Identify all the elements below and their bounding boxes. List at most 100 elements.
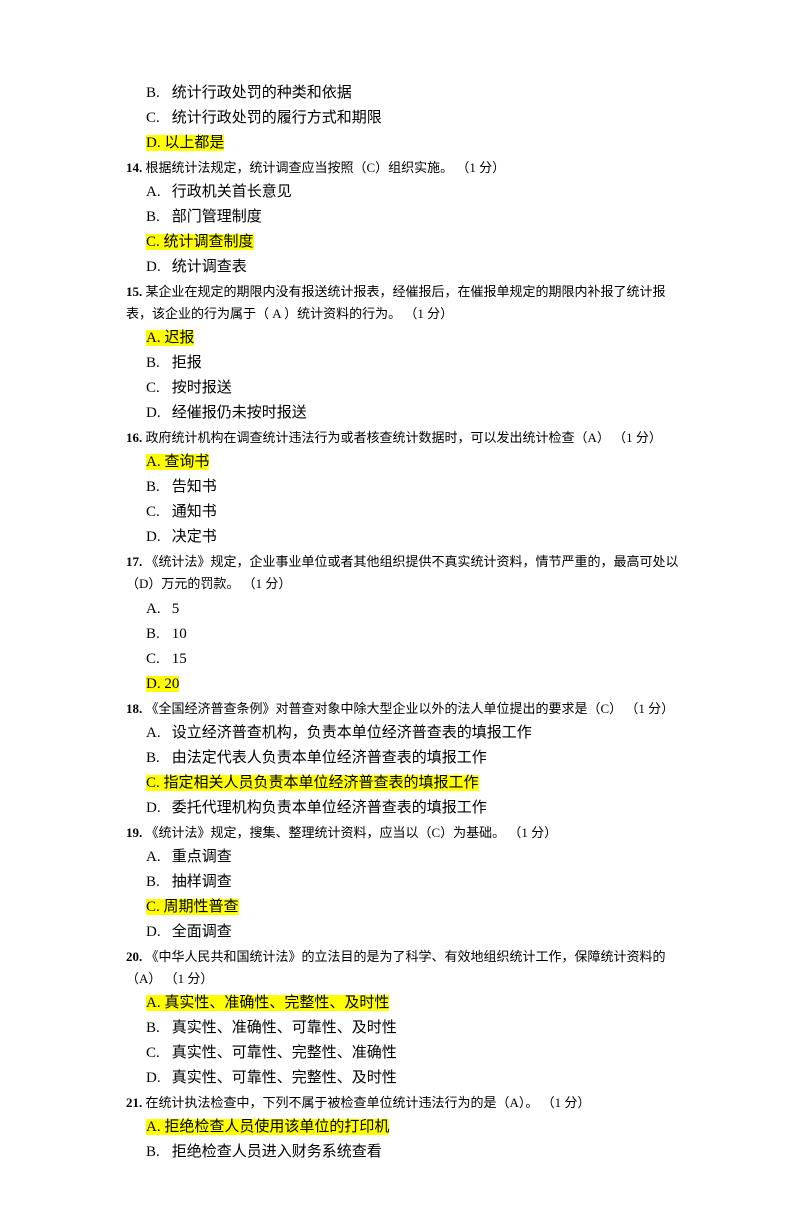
answer-option: C. 周期性普查 xyxy=(120,895,680,919)
answer-option: D. 全面调查 xyxy=(120,920,680,944)
answer-option: B. 真实性、准确性、可靠性、及时性 xyxy=(120,1016,680,1040)
answer-option: B. 部门管理制度 xyxy=(120,205,680,229)
question-text: 14. 根据统计法规定，统计调查应当按照（C）组织实施。 （1 分） xyxy=(120,157,680,179)
answer-option: B. 由法定代表人负责本单位经济普查表的填报工作 xyxy=(120,746,680,770)
exam-document: B. 统计行政处罚的种类和依据C. 统计行政处罚的履行方式和期限 D. 以上都是 1… xyxy=(120,81,680,1164)
option-letter: B. xyxy=(146,81,168,105)
question-text: 21. 在统计执法检查中，下列不属于被检查单位统计违法行为的是（A）。 （1 分… xyxy=(120,1092,680,1114)
question-text: 15. 某企业在规定的期限内没有报送统计报表，经催报后，在催报单规定的期限内补报… xyxy=(120,281,680,325)
highlighted-answer: A. 迟报 xyxy=(146,330,194,346)
option-letter: B. xyxy=(146,1016,168,1040)
answer-option: C. 指定相关人员负责本单位经济普查表的填报工作 xyxy=(120,771,680,795)
question-score: （1 分） xyxy=(243,576,292,591)
option-letter: C. xyxy=(146,500,168,524)
question-score: （1 分） xyxy=(613,430,662,445)
option-letter: D. xyxy=(146,1066,168,1090)
option-letter: A. xyxy=(146,721,168,745)
question-text: 18. 《全国经济普查条例》对普查对象中除大型企业以外的法人单位提出的要求是（C… xyxy=(120,698,680,720)
answer-option: B. 拒报 xyxy=(120,351,680,375)
answer-option: C. 15 xyxy=(120,647,680,671)
answer-option: C. 通知书 xyxy=(120,500,680,524)
option-letter: C. xyxy=(146,106,168,130)
answer-option: A. 设立经济普查机构，负责本单位经济普查表的填报工作 xyxy=(120,721,680,745)
question-score: （1 分） xyxy=(165,971,214,986)
option-letter: A. xyxy=(146,1119,161,1135)
highlighted-answer: D. 20 xyxy=(146,676,179,692)
answer-option: A. 5 xyxy=(120,597,680,621)
option-letter: A. xyxy=(146,180,168,204)
answer-option: D. 以上都是 xyxy=(120,131,680,155)
option-letter: B. xyxy=(146,205,168,229)
highlighted-answer: A. 真实性、准确性、完整性、及时性 xyxy=(146,995,389,1011)
question-text: 20. 《中华人民共和国统计法》的立法目的是为了科学、有效地组织统计工作，保障统… xyxy=(120,946,680,990)
answer-option: A. 迟报 xyxy=(120,326,680,350)
option-letter: B. xyxy=(146,351,168,375)
option-letter: A. xyxy=(146,454,161,470)
answer-option: D. 统计调查表 xyxy=(120,255,680,279)
question-number: 16. xyxy=(126,430,142,445)
answer-option: B. 告知书 xyxy=(120,475,680,499)
question-number: 21. xyxy=(126,1095,142,1110)
option-letter: B. xyxy=(146,475,168,499)
answer-option: C. 按时报送 xyxy=(120,376,680,400)
answer-option: D. 决定书 xyxy=(120,525,680,549)
option-letter: C. xyxy=(146,647,168,671)
answer-option: A. 查询书 xyxy=(120,450,680,474)
option-letter: A. xyxy=(146,845,168,869)
highlighted-answer: D. 以上都是 xyxy=(146,135,224,151)
option-letter: D. xyxy=(146,401,168,425)
question-number: 15. xyxy=(126,284,142,299)
question-number: 17. xyxy=(126,554,142,569)
option-letter: B. xyxy=(146,1140,168,1164)
answer-option: B. 抽样调查 xyxy=(120,870,680,894)
answer-option: C. 统计调查制度 xyxy=(120,230,680,254)
option-letter: A. xyxy=(146,597,168,621)
answer-option: A. 重点调查 xyxy=(120,845,680,869)
question-text: 17. 《统计法》规定，企业事业单位或者其他组织提供不真实统计资料，情节严重的，… xyxy=(120,551,680,595)
answer-option: B. 统计行政处罚的种类和依据 xyxy=(120,81,680,105)
question-text: 16. 政府统计机构在调查统计违法行为或者核查统计数据时，可以发出统计检查（A）… xyxy=(120,427,680,449)
answer-option: B. 拒绝检查人员进入财务系统查看 xyxy=(120,1140,680,1164)
question-number: 18. xyxy=(126,701,142,716)
answer-option: A. 拒绝检查人员使用该单位的打印机 xyxy=(120,1115,680,1139)
question-text: 19. 《统计法》规定，搜集、整理统计资料，应当以（C）为基础。 （1 分） xyxy=(120,822,680,844)
option-letter: D. xyxy=(146,525,168,549)
answer-option: C. 真实性、可靠性、完整性、准确性 xyxy=(120,1041,680,1065)
question-number: 19. xyxy=(126,825,142,840)
highlighted-answer: A. 查询书 xyxy=(146,454,209,470)
answer-option: A. 行政机关首长意见 xyxy=(120,180,680,204)
option-letter: C. xyxy=(146,234,160,250)
question-score: （1 分） xyxy=(456,160,505,175)
answer-option: A. 真实性、准确性、完整性、及时性 xyxy=(120,991,680,1015)
question-number: 14. xyxy=(126,160,142,175)
question-number: 20. xyxy=(126,949,142,964)
question-score: （1 分） xyxy=(508,825,557,840)
option-letter: D. xyxy=(146,796,168,820)
option-letter: C. xyxy=(146,376,168,400)
answer-option: B. 10 xyxy=(120,622,680,646)
highlighted-answer: C. 指定相关人员负责本单位经济普查表的填报工作 xyxy=(146,775,479,791)
answer-option: D. 委托代理机构负责本单位经济普查表的填报工作 xyxy=(120,796,680,820)
option-letter: C. xyxy=(146,899,160,915)
highlighted-answer: C. 统计调查制度 xyxy=(146,234,254,250)
option-letter: D. xyxy=(146,135,161,151)
option-letter: A. xyxy=(146,995,161,1011)
option-letter: B. xyxy=(146,870,168,894)
option-letter: C. xyxy=(146,1041,168,1065)
question-score: （1 分） xyxy=(542,1095,591,1110)
question-score: （1 分） xyxy=(625,701,674,716)
option-letter: D. xyxy=(146,255,168,279)
option-letter: C. xyxy=(146,775,160,791)
option-letter: D. xyxy=(146,676,161,692)
question-score: （1 分） xyxy=(404,306,453,321)
answer-option: C. 统计行政处罚的履行方式和期限 xyxy=(120,106,680,130)
option-letter: A. xyxy=(146,330,161,346)
option-letter: B. xyxy=(146,746,168,770)
answer-option: D. 20 xyxy=(120,672,680,696)
answer-option: D. 经催报仍未按时报送 xyxy=(120,401,680,425)
option-letter: D. xyxy=(146,920,168,944)
answer-option: D. 真实性、可靠性、完整性、及时性 xyxy=(120,1066,680,1090)
highlighted-answer: C. 周期性普查 xyxy=(146,899,239,915)
highlighted-answer: A. 拒绝检查人员使用该单位的打印机 xyxy=(146,1119,389,1135)
option-letter: B. xyxy=(146,622,168,646)
